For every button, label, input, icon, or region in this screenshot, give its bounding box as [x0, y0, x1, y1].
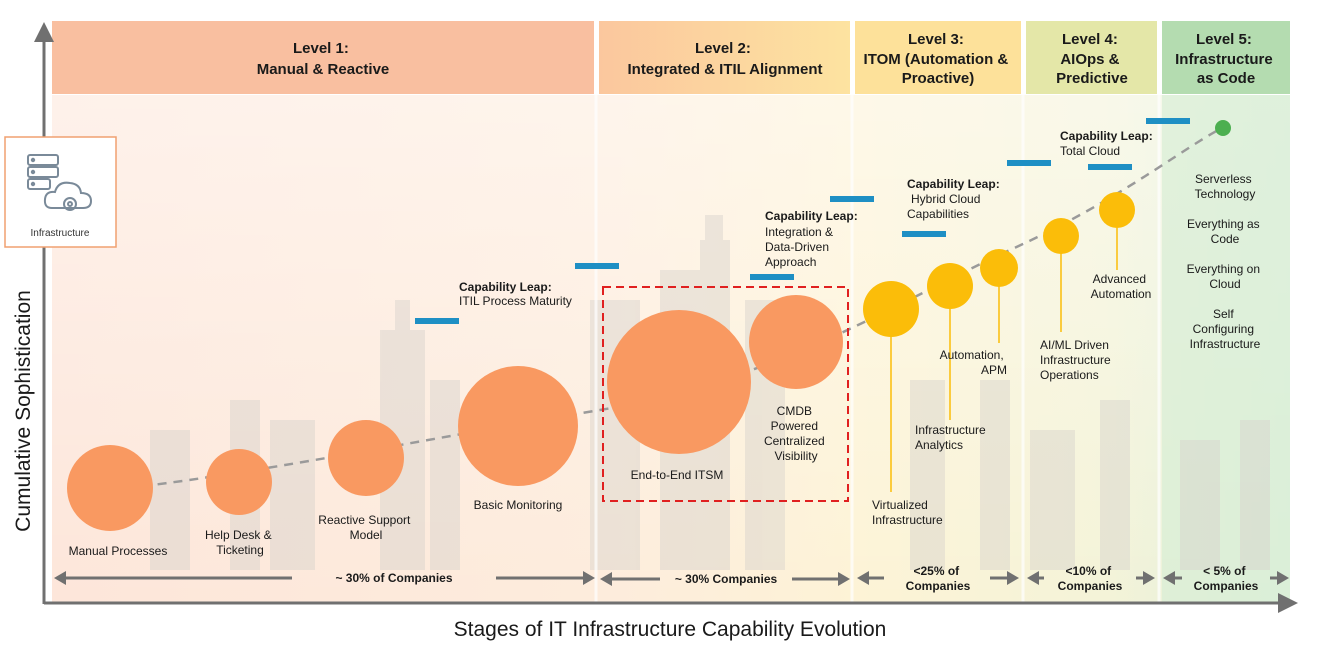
bubble-cmdb — [749, 295, 843, 389]
level5-item-self-configuring: Self Configuring Infrastructure — [1190, 307, 1261, 351]
stage-label-cmdb: CMDB Powered Centralized Visibility — [764, 404, 828, 463]
level2-title: Level 2: Integrated & ITIL Alignment — [627, 40, 822, 78]
stage-label-virtualized: Virtualized Infrastructure — [872, 498, 943, 527]
highlight-box — [602, 286, 849, 502]
bubble-help-desk — [206, 449, 272, 515]
endpoint-marker — [1215, 120, 1231, 136]
level5-title: Level 5: Infrastructure as Code — [1175, 31, 1277, 87]
stage-label-end-to-end-itsm: End-to-End ITSM — [631, 468, 724, 482]
bubble-manual-processes — [67, 445, 153, 531]
bubble-infra-analytics — [927, 263, 973, 309]
level5-item-everything-cloud: Everything on Cloud — [1187, 262, 1264, 291]
adoption-label-level1: ~ 30% of Companies — [335, 571, 452, 585]
capability-step-bars — [415, 118, 1190, 324]
infrastructure-cloud-icon — [27, 154, 93, 211]
level3-title: Level 3: ITOM (Automation & Proactive) — [864, 31, 1013, 87]
bubble-virtualized — [863, 281, 919, 337]
level5-header — [1162, 21, 1290, 94]
bubble-advanced-automation — [1099, 192, 1135, 228]
bubble-aiml — [1043, 218, 1079, 254]
leap-label-total-cloud: Capability Leap: Total Cloud — [1060, 129, 1156, 158]
level1-title: Level 1: Manual & Reactive — [257, 40, 390, 78]
y-axis-title: Cumulative Sophistication — [12, 290, 35, 532]
stage-label-aiml: AI/ML Driven Infrastructure Operations — [1040, 338, 1114, 382]
stage-label-advanced-automation: Advanced Automation — [1091, 272, 1152, 301]
stage-label-reactive-support: Reactive Support Model — [318, 513, 413, 542]
y-axis — [34, 22, 54, 604]
adoption-arrows — [54, 571, 1289, 586]
adoption-label-level3: <25% of Companies — [906, 564, 971, 593]
adoption-label-level5: < 5% of Companies — [1194, 564, 1259, 593]
stage-label-basic-monitoring: Basic Monitoring — [474, 498, 563, 512]
level5-item-serverless: Serverless Technology — [1195, 172, 1256, 201]
leap-label-integration: Capability Leap: Integration & Data-Driv… — [765, 209, 861, 269]
bubble-basic-monitoring — [458, 366, 578, 486]
stage-label-infra-analytics: Infrastructure Analytics — [915, 423, 989, 452]
adoption-label-level2: ~ 30% Companies — [675, 572, 778, 586]
stage-label-manual-processes: Manual Processes — [69, 544, 168, 558]
stage-label-automation-apm: Automation, APM — [940, 348, 1007, 377]
bubble-reactive-support — [328, 420, 404, 496]
x-axis — [44, 593, 1298, 613]
leap-label-hybrid-cloud: Capability Leap: Hybrid Cloud Capabiliti… — [907, 177, 1003, 221]
level1-header — [52, 21, 594, 94]
x-axis-title: Stages of IT Infrastructure Capability E… — [454, 618, 887, 641]
level4-title: Level 4: AIOps & Predictive — [1056, 31, 1128, 87]
stage-label-help-desk: Help Desk & Ticketing — [205, 528, 275, 557]
bubble-automation-apm — [980, 249, 1018, 287]
level2-header — [599, 21, 850, 94]
level5-background — [1162, 95, 1290, 603]
infrastructure-card: Infrastructure — [4, 136, 117, 248]
bubble-end-to-end-itsm — [607, 310, 751, 454]
leap-label-itil: Capability Leap: ITIL Process Maturity — [459, 280, 572, 308]
svg-text:Infrastructure: Infrastructure — [31, 228, 90, 239]
level4-header — [1026, 21, 1157, 94]
level3-header — [855, 21, 1021, 94]
adoption-label-level4: <10% of Companies — [1058, 564, 1123, 593]
level5-item-everything-code: Everything as Code — [1187, 217, 1263, 246]
